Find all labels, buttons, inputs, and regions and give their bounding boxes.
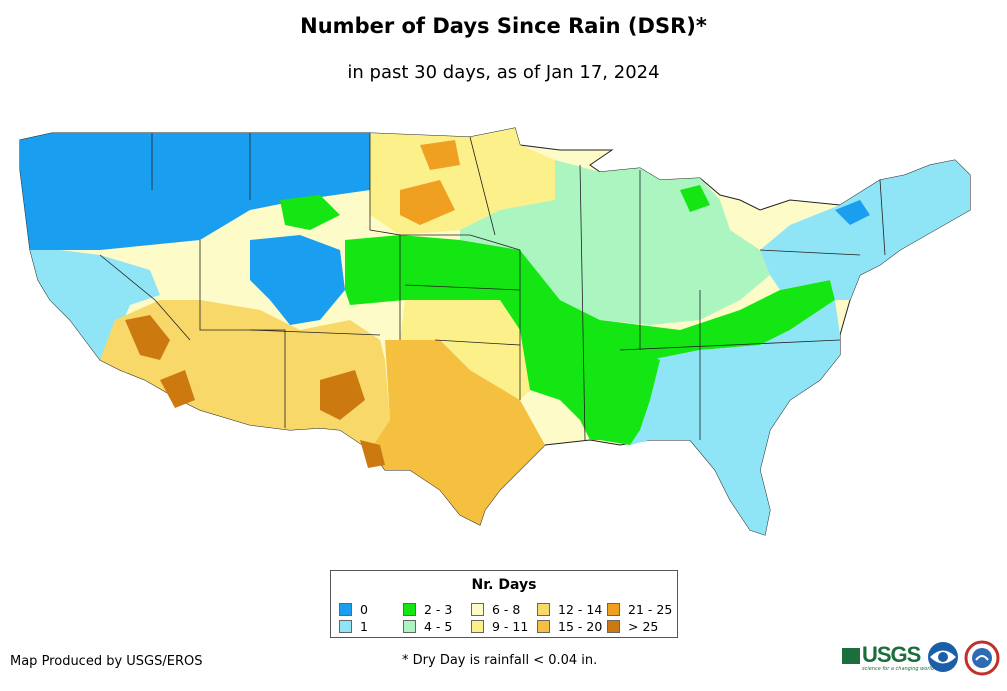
legend-column-4: 12 - 14 15 - 20 — [537, 601, 602, 635]
legend-item: 12 - 14 — [537, 601, 602, 618]
usgs-logo: USGS — [842, 642, 921, 668]
legend-swatch — [607, 620, 620, 633]
dry-day-footnote: * Dry Day is rainfall < 0.04 in. — [402, 653, 598, 668]
legend-label: 0 — [360, 602, 368, 617]
legend-item: 0 — [339, 601, 368, 618]
legend-swatch — [471, 603, 484, 616]
region-1-southeast — [625, 300, 840, 535]
legend-item: 2 - 3 — [403, 601, 452, 618]
region-2-colorado — [280, 195, 340, 230]
region-15-montana — [420, 140, 460, 170]
legend-swatch — [537, 620, 550, 633]
legend-label: 15 - 20 — [558, 619, 603, 634]
usgs-wave-icon — [842, 648, 860, 664]
map-regions — [19, 127, 971, 536]
region-2-michigan — [680, 185, 710, 212]
legend-swatch — [339, 620, 352, 633]
legend-title: Nr. Days — [471, 577, 537, 593]
usgs-tagline: science for a changing world — [862, 666, 934, 672]
legend-swatch — [537, 603, 550, 616]
map-title: Number of Days Since Rain (DSR)* — [300, 14, 707, 38]
legend-swatch — [607, 603, 620, 616]
legend-swatch — [403, 603, 416, 616]
legend: Nr. Days 0 1 2 - 3 4 - 5 6 - 8 9 - 11 — [330, 570, 678, 638]
legend-swatch — [339, 603, 352, 616]
legend-label: 1 — [360, 619, 368, 634]
map-subtitle: in past 30 days, as of Jan 17, 2024 — [347, 62, 660, 83]
region-21-arizona — [160, 370, 195, 408]
legend-item: 6 - 8 — [471, 601, 528, 618]
region-0-rockies — [250, 235, 345, 325]
legend-item: > 25 — [607, 618, 672, 635]
legend-label: 12 - 14 — [558, 602, 603, 617]
region-1-northeast — [760, 160, 970, 300]
region-2-gulf — [580, 345, 660, 445]
region-9-plains — [400, 300, 530, 400]
region-0-new-england — [835, 200, 870, 225]
legend-swatch — [403, 620, 416, 633]
legend-item: 4 - 5 — [403, 618, 452, 635]
legend-label: 6 - 8 — [492, 602, 521, 617]
map-credit: Map Produced by USGS/EROS — [10, 654, 203, 669]
legend-item: 9 - 11 — [471, 618, 528, 635]
legend-swatch — [471, 620, 484, 633]
region-12-southwest — [100, 300, 390, 450]
nws-logo-icon — [964, 640, 1000, 676]
agency-logos: USGS science for a changing world — [842, 638, 1002, 678]
region-0-northwest — [20, 133, 370, 255]
legend-label: 21 - 25 — [628, 602, 673, 617]
region-21-west-texas — [360, 440, 385, 468]
us-dsr-map — [19, 127, 971, 536]
legend-column-3: 6 - 8 9 - 11 — [471, 601, 528, 635]
legend-label: > 25 — [628, 619, 659, 634]
legend-column-1: 0 1 — [339, 601, 368, 635]
usgs-wordmark: USGS — [862, 642, 921, 667]
noaa-logo-icon — [928, 642, 958, 672]
region-15-montana-dakota — [400, 180, 455, 225]
legend-item: 21 - 25 — [607, 601, 672, 618]
legend-item: 1 — [339, 618, 368, 635]
region-15-texas — [370, 340, 545, 525]
legend-column-5: 21 - 25 > 25 — [607, 601, 672, 635]
legend-label: 2 - 3 — [424, 602, 453, 617]
state-borders — [99, 133, 886, 441]
legend-label: 9 - 11 — [492, 619, 529, 634]
legend-column-2: 2 - 3 4 - 5 — [403, 601, 452, 635]
region-2-central — [345, 235, 835, 440]
legend-item: 15 - 20 — [537, 618, 602, 635]
legend-label: 4 - 5 — [424, 619, 453, 634]
region-21-new-mexico — [320, 370, 365, 420]
region-21-mojave — [125, 315, 170, 360]
